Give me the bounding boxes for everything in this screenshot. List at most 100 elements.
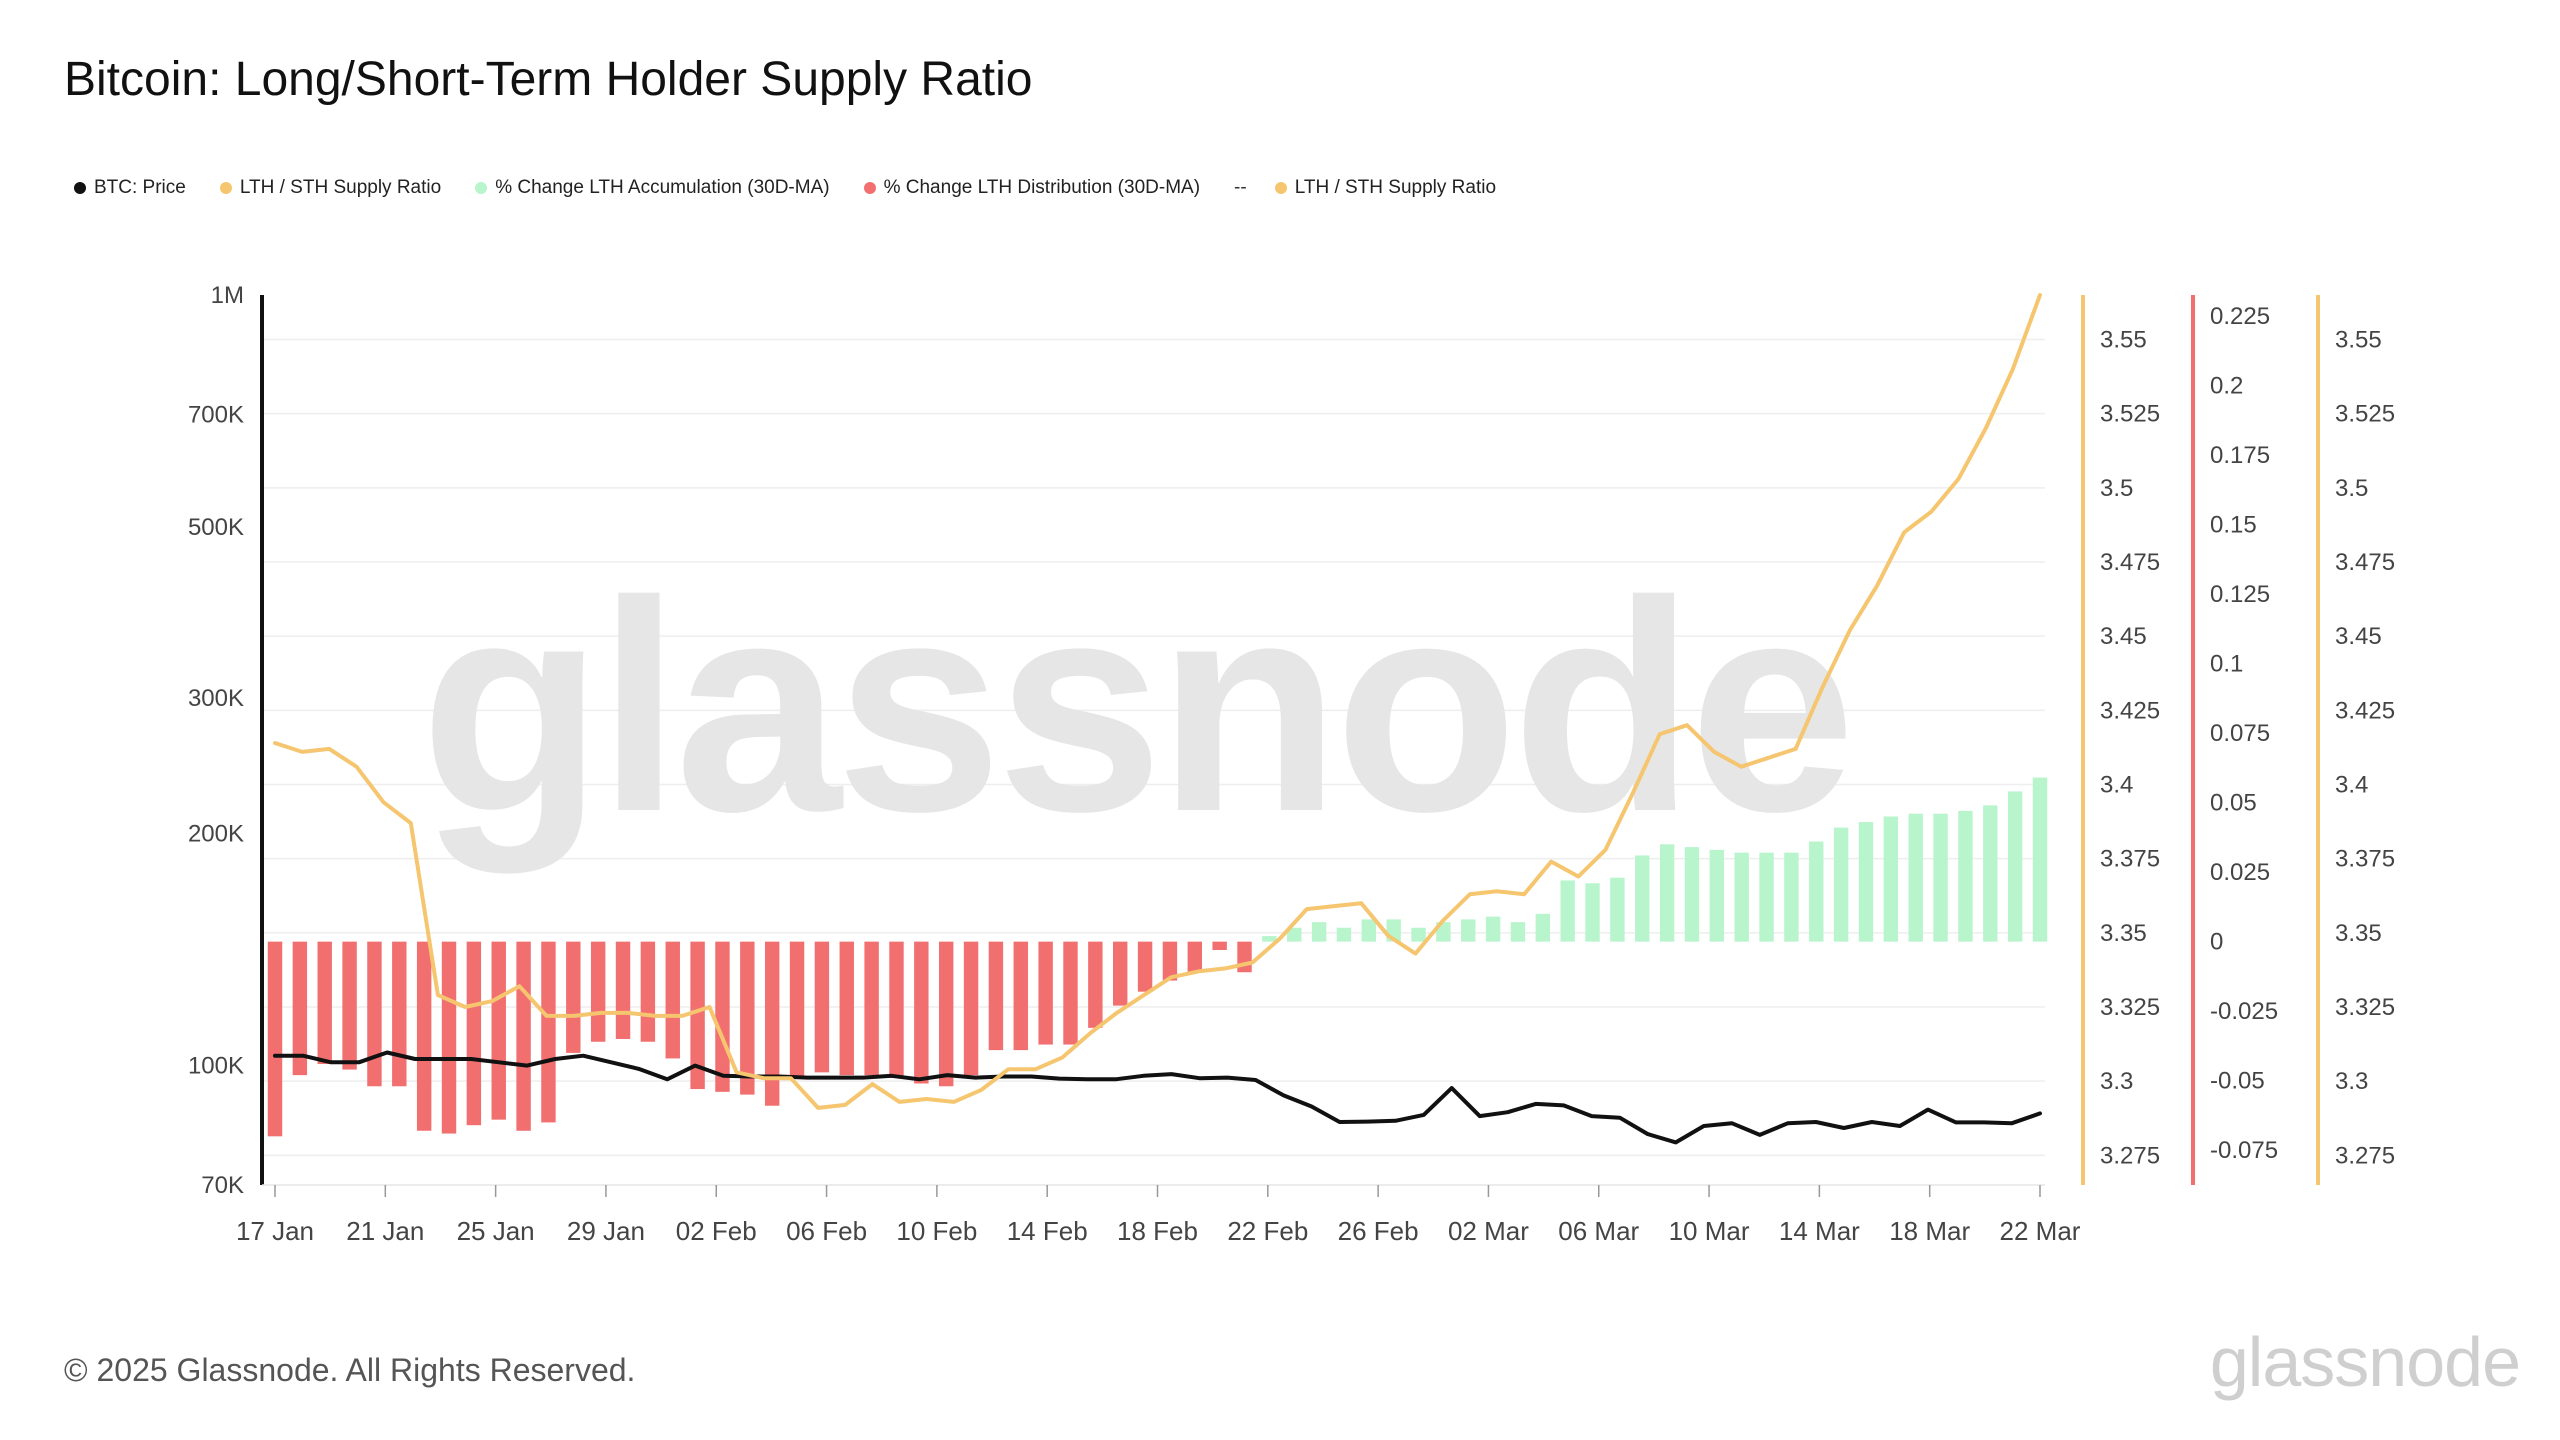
lines	[273, 293, 2042, 1145]
change-bar	[516, 941, 531, 1131]
ratio-tick-label: 3.375	[2100, 846, 2160, 873]
change-bar	[864, 941, 879, 1076]
chart-title: Bitcoin: Long/Short-Term Holder Supply R…	[64, 53, 1033, 106]
copyright: © 2025 Glassnode. All Rights Reserved.	[64, 1352, 636, 1388]
change-bar	[1411, 927, 1426, 942]
x-tick-label: 26 Feb	[1338, 1216, 1419, 1246]
change-bar	[1063, 941, 1078, 1045]
ratio2-tick-label: 3.5	[2335, 475, 2368, 502]
ratio2-tick-label: 3.35	[2335, 920, 2382, 947]
change-tick-label: -0.05	[2210, 1068, 2265, 1095]
ratio2-tick-label: 3.475	[2335, 549, 2395, 576]
change-bar	[1311, 922, 1327, 942]
ratio-tick-label: 3.45	[2100, 623, 2147, 650]
change-bar	[889, 941, 904, 1078]
x-tick-label: 10 Feb	[896, 1216, 977, 1246]
change-tick-label: 0.125	[2210, 581, 2270, 608]
change-bar	[1560, 880, 1575, 942]
change-bar	[1958, 810, 1973, 942]
change-bar	[1659, 844, 1675, 942]
price-tick-label: 70K	[201, 1172, 244, 1199]
change-bar	[1858, 822, 1874, 942]
price-tick-label: 1M	[211, 282, 244, 309]
ratio2-tick-label: 3.45	[2335, 623, 2382, 650]
change-bar	[690, 941, 705, 1090]
change-bar	[367, 941, 382, 1087]
price-tick-label: 700K	[188, 401, 244, 428]
legend-item-lth-accumulation[interactable]: % Change LTH Accumulation (30D-MA)	[475, 177, 830, 199]
change-bar	[267, 941, 283, 1137]
ratio-tick-label: 3.5	[2100, 475, 2133, 502]
axes: 70K 100K 200K 300K 500K 700K 1M 3.275 3.3 3.325 3.…	[188, 282, 2395, 1246]
change-tick-label: 0.1	[2210, 651, 2243, 678]
x-tick-label: 02 Feb	[676, 1216, 757, 1246]
change-bar	[1883, 816, 1899, 942]
legend-label: LTH / STH Supply Ratio	[239, 177, 442, 198]
x-tick-label: 22 Mar	[2000, 1216, 2081, 1246]
legend-dot	[475, 182, 488, 194]
x-tick-label: 29 Jan	[567, 1216, 645, 1246]
bars	[267, 777, 2048, 1137]
x-tick-label: 10 Mar	[1669, 1216, 1750, 1246]
x-tick-label: 02 Mar	[1448, 1216, 1529, 1246]
x-tick-label: 17 Jan	[236, 1216, 314, 1246]
change-bar	[938, 941, 954, 1087]
ratio2-tick-label: 3.375	[2335, 846, 2395, 873]
x-tick-label: 06 Feb	[786, 1216, 867, 1246]
change-bar	[1262, 936, 1277, 942]
x-tick-label: 06 Mar	[1558, 1216, 1639, 1246]
change-bar	[764, 941, 780, 1106]
x-tick-label: 21 Jan	[346, 1216, 424, 1246]
change-bar	[1162, 941, 1178, 981]
change-bar	[1038, 941, 1053, 1045]
change-bar	[1187, 941, 1202, 973]
change-bar	[914, 941, 929, 1084]
change-bar	[1510, 922, 1526, 942]
legend-dot	[219, 182, 232, 194]
change-bar	[1287, 927, 1302, 942]
change-bar	[988, 941, 1004, 1051]
legend-item-lth-distribution[interactable]: % Change LTH Distribution (30D-MA)	[863, 177, 1200, 199]
change-tick-label: 0.025	[2210, 859, 2270, 886]
change-bar	[963, 941, 979, 1076]
legend: BTC: Price LTH / STH Supply Ratio % Chan…	[74, 177, 1530, 199]
ratio2-tick-label: 3.55	[2335, 327, 2382, 354]
watermark: glassnode	[420, 538, 1850, 876]
legend-label: % Change LTH Accumulation (30D-MA)	[495, 177, 830, 198]
change-bar	[1485, 916, 1501, 942]
x-tick-label: 18 Feb	[1117, 1216, 1198, 1246]
legend-separator: --	[1234, 177, 1247, 198]
change-bar	[1237, 941, 1252, 973]
legend-label: BTC: Price	[94, 177, 186, 198]
change-bar	[466, 941, 482, 1126]
change-bar	[342, 941, 357, 1070]
x-tick-label: 14 Feb	[1007, 1216, 1088, 1246]
change-bar	[1734, 852, 1749, 942]
ratio-tick-label: 3.4	[2100, 772, 2133, 799]
change-tick-label: 0.075	[2210, 720, 2270, 747]
change-bar	[2007, 791, 2023, 942]
change-bar	[1684, 847, 1700, 942]
ratio-tick-label: 3.425	[2100, 697, 2160, 724]
change-bar	[1908, 813, 1923, 942]
legend-item-lth-sth-ratio-2[interactable]: LTH / STH Supply Ratio	[1274, 177, 1496, 199]
change-bar	[715, 941, 730, 1092]
ratio2-tick-label: 3.325	[2335, 994, 2395, 1021]
ratio2-tick-label: 3.425	[2335, 697, 2395, 724]
change-bar	[615, 941, 631, 1039]
change-bar	[1933, 813, 1948, 942]
change-bar	[1610, 877, 1625, 942]
ratio2-tick-label: 3.3	[2335, 1068, 2368, 1095]
legend-dot	[863, 182, 876, 194]
price-tick-label: 300K	[188, 685, 244, 712]
x-tick-label: 25 Jan	[457, 1216, 535, 1246]
change-bar	[541, 941, 556, 1123]
legend-item-lth-sth-ratio[interactable]: LTH / STH Supply Ratio	[219, 177, 442, 199]
change-bar	[292, 941, 308, 1076]
change-bar	[392, 941, 407, 1087]
price-tick-label: 500K	[188, 514, 244, 541]
change-bar	[740, 941, 755, 1095]
legend-item-btc-price[interactable]: BTC: Price	[74, 177, 186, 199]
ratio-tick-label: 3.55	[2100, 327, 2147, 354]
